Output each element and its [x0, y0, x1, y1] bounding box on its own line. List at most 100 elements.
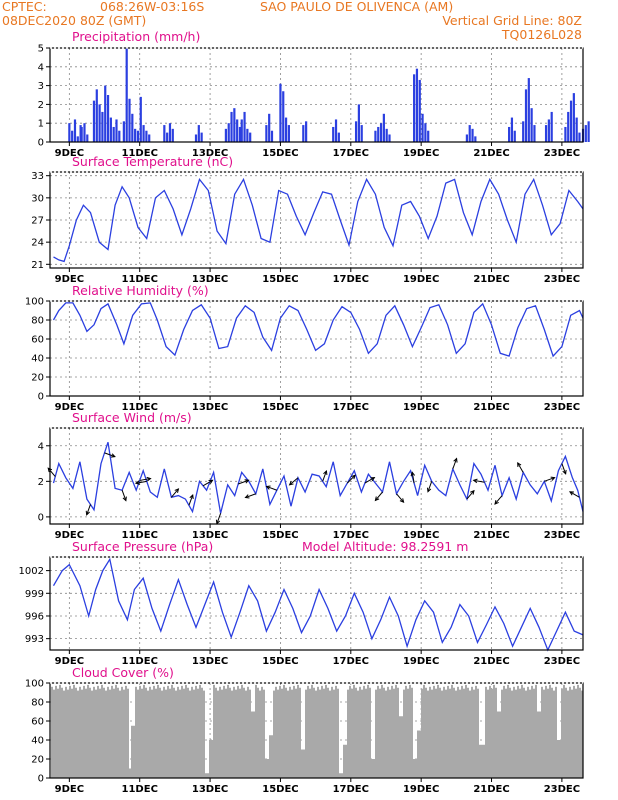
wind-arrow [139, 478, 151, 481]
cloud-bar [199, 684, 201, 778]
cloud-bar [225, 688, 227, 778]
cloud-bar [301, 749, 303, 778]
panel-5: Cloud Cover (%) 0 20 40 60 80 100 9DEC 11DEC 13DE… [25, 665, 584, 795]
series-line [52, 441, 584, 514]
cloud-bar [499, 711, 501, 778]
cloud-bar [73, 684, 75, 778]
cloud-bar [205, 773, 207, 778]
x-tick-label: 17DEC [333, 530, 369, 541]
cloud-bar [223, 685, 225, 778]
cloud-bar [187, 687, 189, 778]
cloud-bar [307, 685, 309, 778]
x-tick-label: 11DEC [122, 530, 158, 541]
cloud-bar [57, 688, 59, 778]
wind-arrow [289, 477, 299, 486]
wind-arrow [364, 477, 375, 484]
cloud-bar [277, 689, 279, 778]
precip-bar [115, 119, 118, 142]
wind-arrow [494, 495, 503, 505]
x-tick-label: 9DEC [55, 402, 84, 413]
precip-bar [572, 93, 575, 142]
precip-bar [104, 85, 107, 142]
cloud-bar [365, 688, 367, 778]
cloud-bar [537, 711, 539, 778]
cloud-bar [363, 685, 365, 778]
wind-arrow-head [470, 489, 475, 495]
precip-bar [76, 136, 79, 142]
cloud-bar [215, 687, 217, 778]
precip-bar [421, 113, 424, 142]
y-tick-label: 27 [31, 216, 44, 227]
cloud-bar [473, 689, 475, 778]
x-tick-label: 13DEC [192, 656, 228, 667]
cloud-bar [175, 690, 177, 778]
panel-3: Surface Wind (m/s) 0 2 4 9DEC 11DEC 13DEC 15DEC… [38, 410, 584, 541]
cloud-bar [117, 687, 119, 778]
cloud-bar [555, 686, 557, 778]
cloud-bar [257, 687, 259, 778]
cloud-bar [345, 744, 347, 778]
panel-title: Surface Wind (m/s) [72, 410, 192, 425]
cloud-bar [253, 711, 255, 778]
x-tick-label: 9DEC [55, 148, 84, 159]
precip-bar [550, 111, 553, 142]
precip-bar [510, 117, 514, 142]
header: CPTEC: 068:26W-03:16S SAO PAULO DE OLIVE… [2, 0, 582, 42]
cloud-bar [355, 687, 357, 778]
cloud-bar [85, 688, 87, 778]
cloud-bar [201, 687, 203, 778]
wind-arrow-head [146, 476, 152, 482]
cloud-bar [111, 685, 113, 778]
wind-arrow [104, 452, 116, 458]
precip-bar [530, 108, 533, 142]
cloud-bar [275, 686, 277, 778]
cloud-bar [79, 686, 81, 778]
cloud-bar [169, 688, 171, 778]
cloud-bar [375, 689, 377, 778]
cloud-bar [297, 684, 299, 778]
cloud-bar [453, 687, 455, 778]
cloud-bar [319, 689, 321, 778]
wind-arrow [452, 458, 458, 470]
cloud-bar [415, 759, 417, 778]
wind-arrow-head [569, 491, 574, 496]
x-tick-label: 17DEC [333, 656, 369, 667]
precip-bar [587, 121, 590, 142]
precip-bar [98, 104, 101, 142]
cloud-bar [53, 689, 55, 778]
precip-bar [166, 132, 169, 142]
cloud-bar [113, 688, 115, 778]
x-tick-label: 13DEC [192, 530, 228, 541]
cloud-bar [407, 688, 409, 778]
cloud-bar [101, 684, 103, 778]
cloud-bar [509, 687, 511, 778]
x-tick-label: 13DEC [192, 402, 228, 413]
cloud-bar [87, 684, 89, 778]
y-tick-label: 100 [25, 679, 44, 690]
wind-arrow-head [85, 510, 90, 516]
y-tick-label: 0 [38, 138, 44, 149]
cloud-bar [433, 685, 435, 778]
x-tick-label: 17DEC [333, 274, 369, 285]
cloud-bar [323, 688, 325, 778]
cloud-bar [155, 688, 157, 778]
y-tick-label: 999 [25, 589, 44, 600]
y-tick-label: 2 [38, 477, 44, 488]
cloud-bar [83, 685, 85, 778]
cloud-bar [385, 690, 387, 778]
wind-arrow [322, 470, 327, 482]
cloud-bar [329, 690, 331, 778]
cloud-bar [455, 690, 457, 778]
wind-arrow [569, 491, 580, 498]
x-tick-label: 13DEC [192, 274, 228, 285]
x-tick-label: 23DEC [544, 656, 580, 667]
precip-bar [71, 130, 74, 142]
cloud-bar [417, 730, 419, 778]
y-tick-label: 2 [38, 100, 44, 111]
wind-arrow-head [110, 453, 116, 458]
x-tick-label: 15DEC [262, 784, 298, 795]
panel-0: Precipitation (mm/h) 0 1 2 3 4 5 9DEC 11DEC 13DEC… [38, 29, 590, 159]
cloud-bar [233, 686, 235, 778]
precip-bar [564, 126, 567, 142]
